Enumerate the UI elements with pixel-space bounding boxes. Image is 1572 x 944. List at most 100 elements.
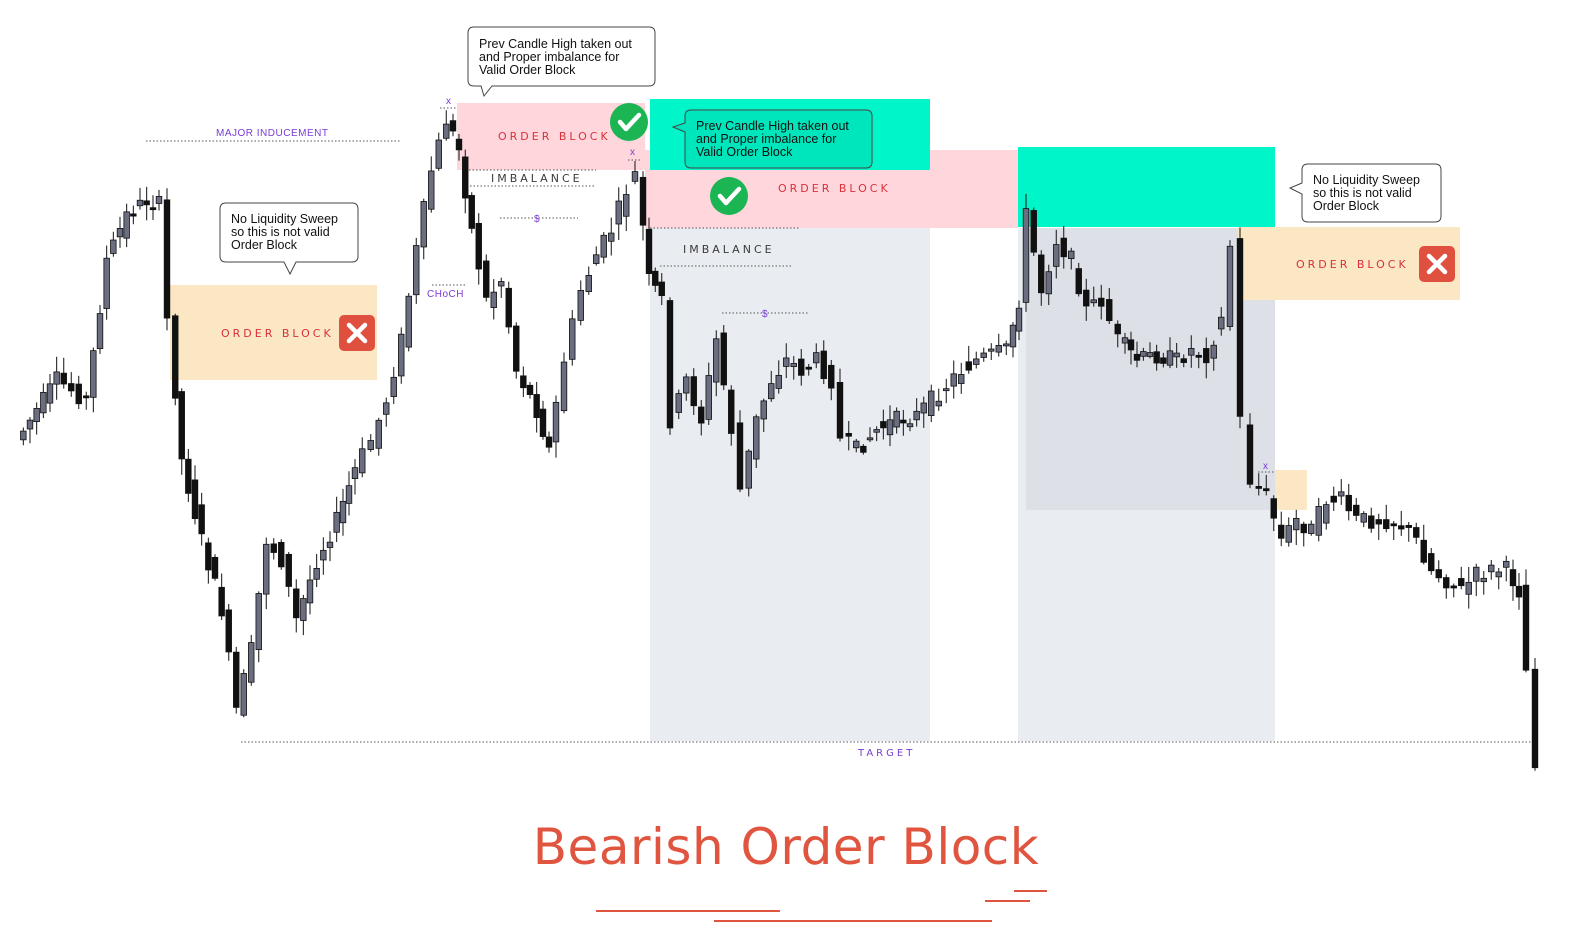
candle-body-159 <box>1166 350 1174 366</box>
callout-invalid-left: No Liquidity Sweep so this is not valid … <box>219 202 359 276</box>
candle-body-131 <box>965 361 972 371</box>
candle-body-71 <box>520 375 527 389</box>
candle-body-20 <box>155 196 163 204</box>
callout-valid-top: Prev Candle High taken out and Proper im… <box>467 26 656 98</box>
candle-body-146 <box>1075 268 1082 295</box>
candle-body-97 <box>713 338 720 383</box>
candle-body-79 <box>577 289 584 321</box>
candle-body-8 <box>75 383 82 405</box>
svg-text:Prev Candle High taken out: Prev Candle High taken out <box>479 37 632 51</box>
candle-body-16 <box>130 213 137 217</box>
candle-body-19 <box>149 207 157 211</box>
candle-body-99 <box>728 389 735 434</box>
candle-body-44 <box>326 541 334 548</box>
candle-body-43 <box>320 549 327 561</box>
candle-body-27 <box>205 542 212 571</box>
candle-body-17 <box>136 199 144 207</box>
candle-body-22 <box>172 315 179 399</box>
svg-text:Valid Order Block: Valid Order Block <box>696 145 793 159</box>
order-block-label-right: ORDER BLOCK <box>1296 258 1409 271</box>
candle-body-51 <box>375 419 382 449</box>
candle-body-70 <box>513 325 520 372</box>
candle-body-63 <box>462 156 469 199</box>
title-underline <box>1014 890 1047 892</box>
title-underline <box>714 920 992 922</box>
candle-body-150 <box>1106 299 1113 322</box>
candle-body-162 <box>1188 348 1195 356</box>
candle-body-78 <box>569 318 576 360</box>
candle-body-173 <box>1278 524 1285 539</box>
candle-body-59 <box>435 139 442 169</box>
candle-body-113 <box>836 382 844 439</box>
candle-body-93 <box>683 376 690 394</box>
candle-body-28 <box>211 556 219 579</box>
candle-body-96 <box>705 375 712 420</box>
candle-body-30 <box>225 609 232 653</box>
cross-square-icon <box>1419 246 1455 282</box>
candle-body-180 <box>1330 495 1337 503</box>
candle-body-185 <box>1368 515 1375 529</box>
imbalance-label-1: IMBALANCE <box>491 172 583 185</box>
candle-body-60 <box>443 123 450 139</box>
svg-text:Order Block: Order Block <box>231 238 298 252</box>
candle-body-61 <box>449 120 457 132</box>
candle-body-82 <box>600 234 607 258</box>
imbalance-label-2: IMBALANCE <box>683 243 775 256</box>
candle-body-48 <box>351 467 359 479</box>
candle-body-76 <box>552 401 560 443</box>
candle-body-109 <box>805 366 812 370</box>
candle-body-4 <box>46 383 54 404</box>
candle-body-67 <box>490 291 497 308</box>
candle-body-53 <box>390 376 397 397</box>
candle-body-42 <box>313 568 320 580</box>
candle-body-204 <box>1509 569 1517 587</box>
levels <box>146 107 1535 743</box>
candle-body-41 <box>306 579 314 604</box>
candle-body-114 <box>845 433 852 437</box>
candle-body-171 <box>1263 488 1270 492</box>
candle-body-152 <box>1121 337 1129 344</box>
candle-body-133 <box>980 352 987 358</box>
svg-text:No Liquidity Sweep: No Liquidity Sweep <box>1313 173 1420 187</box>
candle-body-138 <box>1015 307 1023 332</box>
candle-body-117 <box>866 437 874 441</box>
candle-body-52 <box>383 402 390 415</box>
candle-body-193 <box>1428 553 1435 572</box>
candle-body-94 <box>690 376 697 407</box>
check-circle-icon <box>610 103 648 141</box>
grey-zone-middle <box>650 228 930 741</box>
candle-body-68 <box>498 281 505 287</box>
candle-body-85 <box>623 194 630 217</box>
candle-body-64 <box>468 195 475 229</box>
candle-body-95 <box>698 406 705 424</box>
candle-body-156 <box>1146 352 1154 357</box>
candle-body-31 <box>233 651 240 708</box>
candle-body-54 <box>398 333 405 377</box>
candle-body-125 <box>920 402 927 414</box>
candle-body-106 <box>783 357 790 367</box>
candle-body-121 <box>893 410 900 428</box>
candle-body-176 <box>1300 523 1307 534</box>
candle-body-32 <box>240 673 247 716</box>
svg-text:and Proper imbalance for: and Proper imbalance for <box>479 50 619 64</box>
candle-body-88 <box>645 228 653 274</box>
candle-body-12 <box>103 257 110 309</box>
candle-body-196 <box>1450 585 1457 589</box>
choch-label: CHoCH <box>427 289 464 300</box>
candle-body-122 <box>900 419 907 424</box>
liquidity-dollar-2: $ <box>762 309 768 320</box>
svg-text:Valid Order Block: Valid Order Block <box>479 63 576 77</box>
candle-body-149 <box>1098 297 1105 307</box>
candle-body-9 <box>83 395 90 399</box>
candle-body-83 <box>608 232 615 242</box>
candle-body-169 <box>1246 424 1254 485</box>
candle-body-7 <box>68 383 75 392</box>
svg-text:so this is not valid: so this is not valid <box>231 225 330 239</box>
candle-body-174 <box>1285 525 1292 543</box>
candle-body-45 <box>333 511 340 533</box>
candle-body-184 <box>1360 513 1367 523</box>
candle-body-198 <box>1465 581 1472 595</box>
candle-body-128 <box>943 388 950 392</box>
candle-body-58 <box>428 170 435 210</box>
candle-body-23 <box>178 391 185 460</box>
